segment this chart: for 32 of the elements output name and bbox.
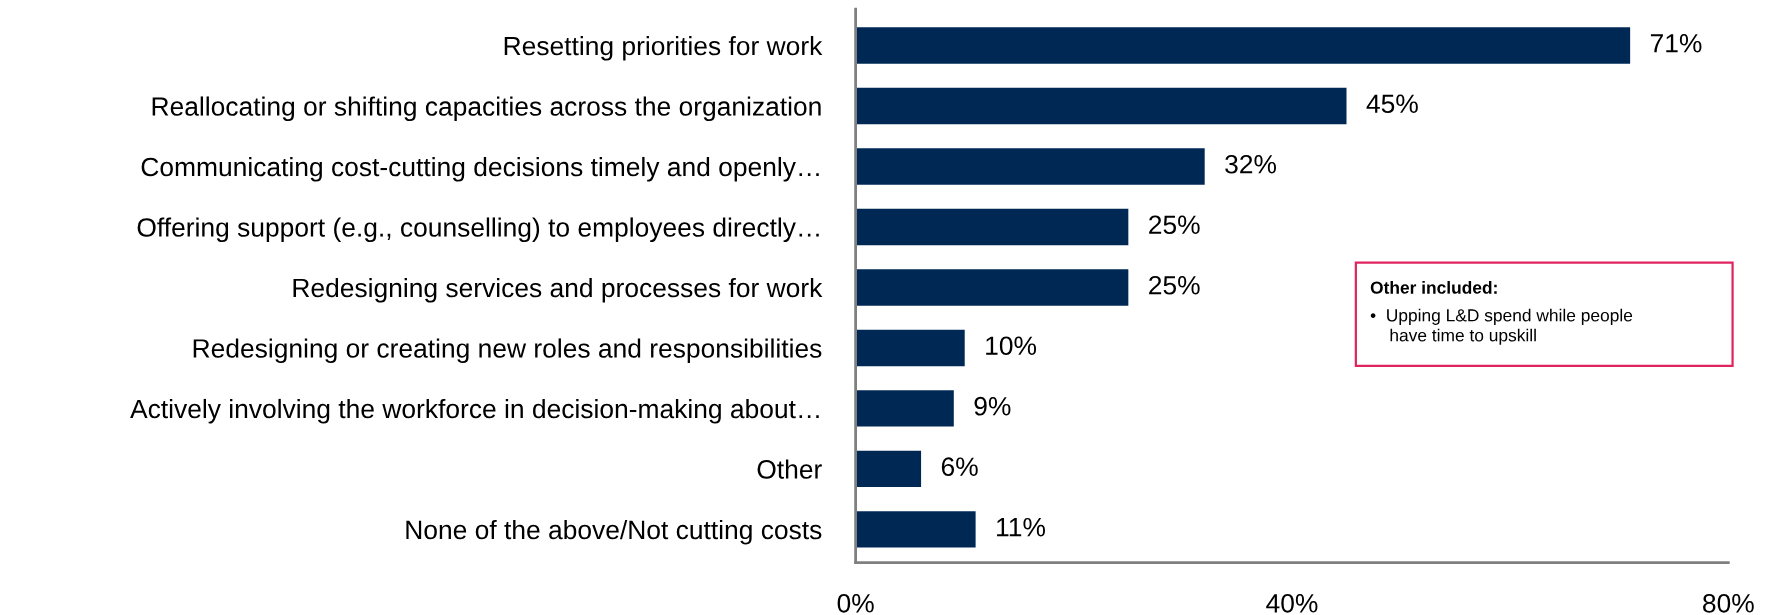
bar — [855, 390, 954, 427]
bar — [855, 87, 1347, 125]
data-label: 71% — [1650, 34, 1702, 53]
data-label: 32% — [1225, 154, 1277, 174]
x-tick-label: 40% — [1266, 593, 1318, 613]
data-label: 6% — [941, 457, 978, 477]
annotation: Other included: — [1370, 281, 1497, 294]
data-label: 9% — [974, 396, 1011, 416]
data-label: 25% — [1149, 275, 1200, 295]
annotation: • Upping L&D spend while people have time to upskill — [1370, 308, 1633, 345]
bar — [855, 450, 922, 488]
y-tick-label: Actively involving the workforce in decision-making about… — [130, 398, 819, 424]
y-tick-label: Resetting priorities for work — [504, 35, 823, 61]
bar — [855, 208, 1129, 246]
y-tick-label: Offering support (e.g., counselling) to employees directly… — [137, 217, 819, 243]
y-tick-label: Redesigning services and processes for work — [293, 277, 823, 303]
y-tick-label: Other — [757, 459, 822, 479]
bar — [855, 329, 965, 367]
x-tick-label: 80% — [1703, 593, 1754, 613]
bar — [855, 269, 1129, 306]
bar — [855, 148, 1205, 185]
x-tick-label: 0% — [837, 593, 874, 613]
data-label: 45% — [1366, 94, 1418, 114]
y-tick-label: Communicating cost-cutting decisions timely and openly… — [141, 156, 819, 182]
data-label: 10% — [986, 336, 1037, 356]
bar — [855, 27, 1631, 64]
y-tick-label: Reallocating or shifting capacities across the organization — [152, 96, 821, 122]
data-label: 11% — [997, 517, 1045, 537]
data-label: 25% — [1149, 215, 1200, 235]
bar — [855, 511, 976, 548]
y-tick-label: None of the above/Not cutting costs — [406, 519, 822, 545]
y-tick-label: Redesigning or creating new roles and responsibilities — [193, 338, 822, 364]
